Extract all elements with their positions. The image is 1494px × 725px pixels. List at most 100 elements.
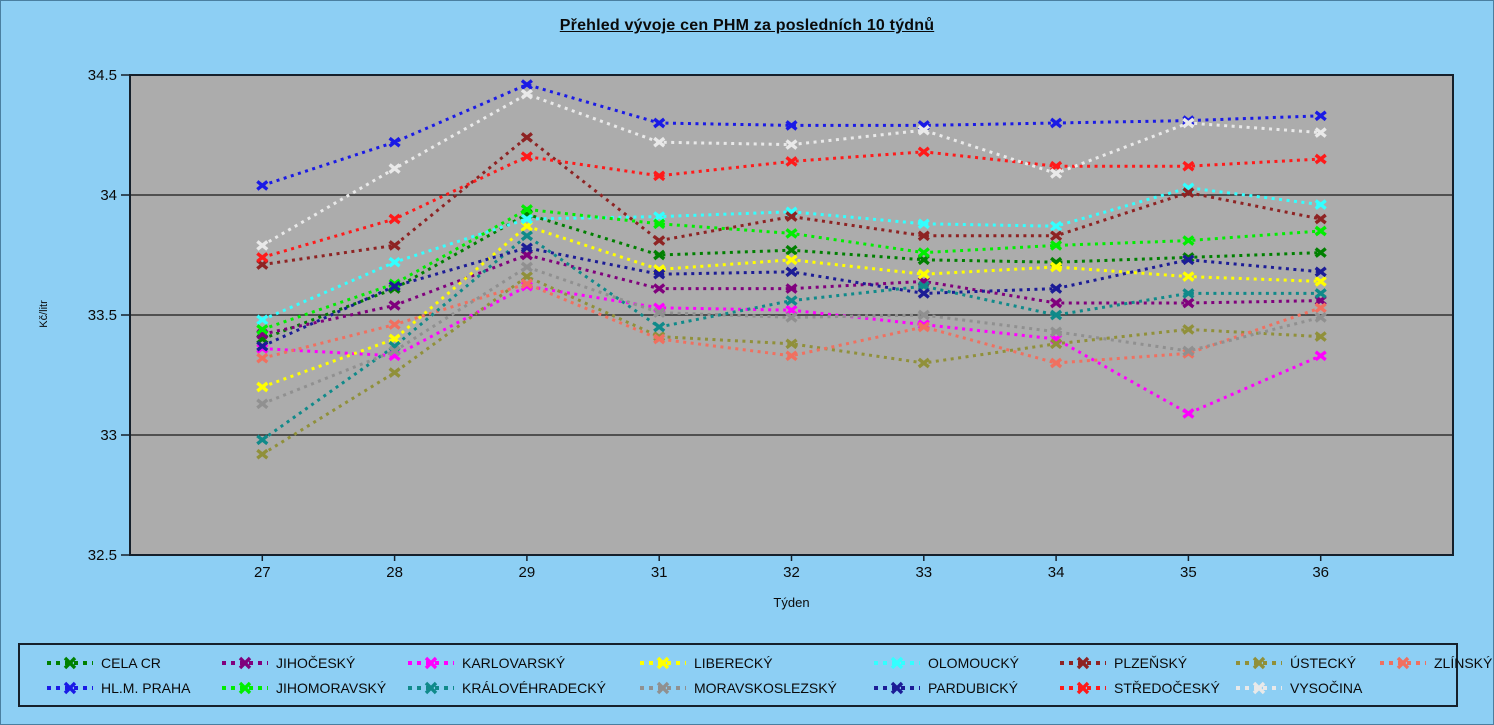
y-tick-label: 33 <box>100 427 117 444</box>
data-point-marker <box>520 132 533 143</box>
legend-item-libereck: LIBERECKÝ <box>639 655 873 671</box>
data-point-marker <box>785 295 798 306</box>
x-axis-title: Týden <box>773 595 810 610</box>
legend-item-olomouck: OLOMOUCKÝ <box>873 655 1059 671</box>
data-point-marker <box>256 352 269 364</box>
chart-title: Přehled vývoje cen PHM za posledních 10 … <box>559 17 935 34</box>
data-point-marker <box>785 244 798 256</box>
x-tick-label: 27 <box>254 564 271 581</box>
data-point-marker <box>1050 326 1063 338</box>
legend-label: CELA CR <box>101 654 161 671</box>
data-point-marker <box>785 139 798 150</box>
legend-item-hl-m-praha: HL.M. PRAHA <box>46 680 221 696</box>
data-point-marker <box>388 240 401 251</box>
data-point-marker <box>256 343 269 354</box>
legend-label: HL.M. PRAHA <box>101 679 191 696</box>
legend-marker <box>874 656 920 669</box>
series-kr-lov-hradeck <box>256 230 1327 446</box>
x-tick-label: 34 <box>1048 564 1065 581</box>
data-point-marker <box>653 307 666 318</box>
legend-label: VYSOČINA <box>1290 679 1363 696</box>
data-point-marker <box>917 357 930 369</box>
legend-label: STŘEDOČESKÝ <box>1114 679 1220 696</box>
legend-item-jihomoravsk: JIHOMORAVSKÝ <box>221 680 407 696</box>
data-point-marker <box>1182 115 1195 126</box>
legend-marker <box>640 656 686 669</box>
data-point-marker <box>520 230 533 242</box>
data-point-marker <box>256 381 269 393</box>
legend-label: ÚSTECKÝ <box>1290 654 1357 671</box>
legend-label: MORAVSKOSLEZSKÝ <box>694 679 837 696</box>
x-tick-label: 31 <box>651 564 668 581</box>
data-point-marker <box>520 204 533 215</box>
data-point-marker <box>256 340 269 352</box>
data-point-marker <box>917 321 930 333</box>
data-point-marker <box>520 88 533 100</box>
series-pardubick <box>256 242 1327 352</box>
x-tick-label: 33 <box>915 564 932 581</box>
data-point-marker <box>1050 283 1063 294</box>
data-point-marker <box>653 333 666 345</box>
x-tick-label: 28 <box>386 564 403 581</box>
legend-item-plze-sk: PLZEŇSKÝ <box>1059 655 1235 671</box>
y-tick-label: 33.5 <box>88 307 117 324</box>
data-point-marker <box>653 283 666 294</box>
data-point-marker <box>653 117 666 129</box>
data-point-marker <box>653 268 666 280</box>
data-point-marker <box>1182 160 1195 172</box>
data-point-marker <box>1050 230 1063 242</box>
legend-label: LIBERECKÝ <box>694 654 773 671</box>
data-point-marker <box>917 268 930 280</box>
data-point-marker <box>1050 117 1063 129</box>
data-point-marker <box>1050 357 1063 369</box>
legend-item-zl-nsk: ZLÍNSKÝ <box>1379 655 1492 671</box>
legend-label: JIHOČESKÝ <box>276 654 356 671</box>
data-point-marker <box>1182 345 1195 357</box>
data-point-marker <box>785 156 798 167</box>
data-point-marker <box>917 247 930 258</box>
data-point-marker <box>256 324 269 335</box>
data-point-marker <box>653 321 666 333</box>
data-point-marker <box>388 300 401 311</box>
data-point-marker <box>1182 324 1195 335</box>
data-point-marker <box>653 136 666 148</box>
legend-item-steck: ÚSTECKÝ <box>1235 655 1379 671</box>
data-point-marker <box>1050 168 1063 179</box>
data-point-marker <box>785 283 798 294</box>
data-point-marker <box>917 124 930 136</box>
series-karlovarsk <box>256 280 1327 419</box>
data-point-marker <box>1314 302 1327 314</box>
data-point-marker <box>785 312 798 323</box>
legend-item-cela-cr: CELA CR <box>46 655 221 671</box>
data-point-marker <box>917 146 930 158</box>
legend-label: JIHOMORAVSKÝ <box>276 679 387 696</box>
legend-label: KARLOVARSKÝ <box>462 654 566 671</box>
data-point-marker <box>1182 271 1195 282</box>
data-point-marker <box>1314 199 1327 210</box>
data-point-marker <box>388 280 401 292</box>
x-tick-label: 32 <box>783 564 800 581</box>
data-point-marker <box>1314 312 1327 323</box>
data-point-marker <box>1314 276 1327 287</box>
legend-marker <box>222 681 268 694</box>
data-point-marker <box>256 240 269 251</box>
data-point-marker <box>917 309 930 321</box>
plot-border <box>129 74 1454 556</box>
data-point-marker <box>653 170 666 182</box>
data-point-marker <box>917 230 930 242</box>
data-point-marker <box>785 338 798 350</box>
series-moravskoslezsk <box>256 261 1327 410</box>
data-point-marker <box>388 367 401 378</box>
data-point-marker <box>256 252 269 263</box>
data-point-marker <box>520 261 533 273</box>
data-point-marker <box>1050 220 1063 232</box>
legend-marker <box>1236 681 1282 694</box>
legend-marker <box>408 681 454 694</box>
data-point-marker <box>388 213 401 225</box>
y-tick-label: 34 <box>100 187 117 204</box>
plot-area: 34.5 34 33.5 33 32.5 27 28 29 31 32 33 34 35 36 <box>88 67 1454 581</box>
data-point-marker <box>388 136 401 148</box>
legend-marker <box>222 656 268 669</box>
data-point-marker <box>520 242 533 254</box>
legend-marker <box>1380 656 1426 669</box>
